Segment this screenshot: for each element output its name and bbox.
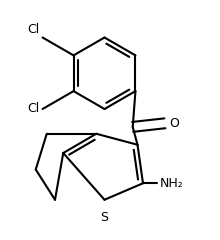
Text: S: S <box>101 211 108 224</box>
Text: Cl: Cl <box>28 23 40 36</box>
Text: NH₂: NH₂ <box>160 177 183 190</box>
Text: O: O <box>169 117 179 130</box>
Text: Cl: Cl <box>28 102 40 115</box>
